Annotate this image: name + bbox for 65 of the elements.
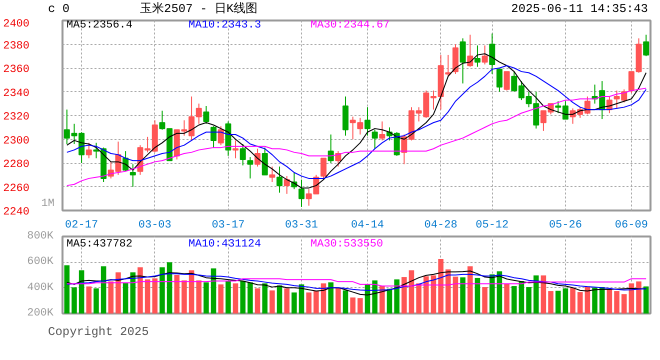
candlestick [342,96,348,136]
candlestick [496,68,502,92]
y-tick-label: 2280 [3,159,30,171]
line-series [66,270,647,296]
candlestick [320,158,326,179]
x-tick-label: 03-03 [138,220,172,232]
y-tick-label: 2300 [3,135,30,148]
x-tick-label: 02-17 [65,220,98,232]
x-tick-label: 05-12 [476,220,509,232]
text: MA5:2356.4 [66,20,133,32]
text: 1M [41,198,54,210]
y-tick-label: 400K [27,282,54,294]
x-tick-label: 04-14 [350,220,384,232]
candlestick [269,166,276,182]
candlestick [372,129,378,150]
x-tick-label: 04-28 [424,220,458,232]
candlestick [262,147,268,176]
candlestick [130,164,136,188]
text: MA30:533550 [310,238,384,250]
line-series [66,88,647,186]
line-series [66,278,647,287]
x-tick-label: 03-31 [285,220,318,232]
y-tick-label: 2360 [3,64,30,76]
candlestick [467,34,474,68]
x-tick-label: 06-09 [614,220,648,232]
candlestick [218,126,224,146]
text: Copyright 2025 [48,324,149,341]
text: MA30:2344.67 [310,20,390,32]
chart-title: 玉米2507 - 日K线图 [140,1,258,18]
candlestick [210,126,217,148]
candlestick [460,38,466,84]
candlestick [203,106,210,124]
y-tick-label: 600K [27,256,54,268]
candlestick [379,120,386,141]
y-tick-label: 200K [27,308,54,320]
candlestick [643,34,650,57]
text: MA10:431124 [188,238,262,250]
candlestick [504,71,510,92]
text: MA10:2343.3 [188,20,262,32]
candlestick [276,166,283,194]
text: MA5:437782 [66,238,133,250]
y-tick-label: 800K [27,230,54,242]
x-tick-label: 03-17 [212,220,245,232]
y-tick-label: 2380 [3,40,30,52]
y-tick-label: 2340 [3,88,30,100]
candlestick [86,142,92,159]
chart-subtitle: 2025-06-11 14:35:43 [511,1,648,18]
candlestick [284,176,290,194]
candlestick [247,156,254,179]
x-tick-label: 05-26 [548,220,582,232]
y-tick-label: 2400 [3,18,30,30]
y-tick-label: 2320 [3,112,30,124]
candlestick [328,134,334,164]
text: c 0 [48,1,70,18]
candlestick [482,44,488,65]
candlestick [364,106,370,136]
candlestick [232,140,239,159]
candlestick [489,33,496,74]
y-tick-label: 2240 [3,206,30,218]
candlestick [474,44,480,68]
candlestick [298,179,305,208]
candlestick [240,144,246,166]
line-series [66,273,647,291]
y-tick-label: 2260 [3,182,30,195]
candlestick [452,44,458,74]
